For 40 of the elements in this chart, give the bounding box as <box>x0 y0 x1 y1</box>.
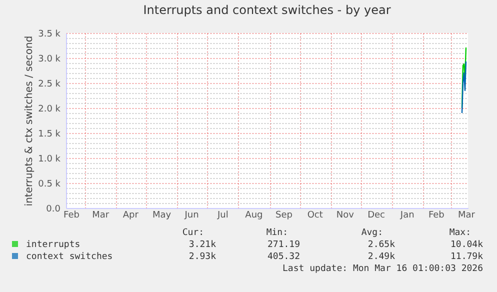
x-tick-label: May <box>152 210 172 220</box>
y-tick-label: 2.0 k <box>38 104 62 114</box>
text: 405.32 <box>267 252 300 262</box>
x-tick-label: Oct <box>307 210 324 220</box>
x-tick-label: Feb <box>64 210 80 220</box>
y-tick-label: 0.0 <box>46 204 61 214</box>
y-tick-label: 3.5 k <box>38 30 62 40</box>
text: Cur: <box>182 228 204 238</box>
text: 271.19 <box>267 240 300 250</box>
legend-label: context switches <box>26 252 113 262</box>
x-tick-label: Feb <box>428 210 445 220</box>
text: 10.04k <box>450 240 484 250</box>
x-tick-label: Jan <box>399 210 414 220</box>
y-tick-label: 0.5 k <box>38 180 62 190</box>
y-tick-label: 2.5 k <box>38 80 62 90</box>
text: 3.21k <box>188 240 217 250</box>
x-tick-label: Aug <box>245 210 263 220</box>
x-tick-label: Sep <box>276 210 293 220</box>
text: 2.65k <box>368 240 396 250</box>
x-tick-label: Dec <box>368 210 386 220</box>
legend-label: interrupts <box>26 240 80 250</box>
y-axis-title: interrupts & ctx switches / second <box>24 36 36 206</box>
text: 2.93k <box>188 252 217 262</box>
y-tick-label: 1.0 k <box>38 154 62 164</box>
text: Avg: <box>361 228 383 238</box>
y-tick-label: 1.5 k <box>38 130 62 140</box>
x-tick-label: Nov <box>336 210 355 220</box>
x-tick-label: Jun <box>184 210 199 220</box>
y-tick-label: 3.0 k <box>38 54 62 64</box>
x-tick-label: Apr <box>122 210 139 220</box>
chart-title: Interrupts and context switches - by year <box>143 3 391 17</box>
x-tick-label: Jul <box>216 210 228 220</box>
text: 2.49k <box>368 252 396 262</box>
x-tick-label: Mar <box>92 210 110 220</box>
text: Max: <box>449 228 471 238</box>
text: Min: <box>266 228 288 238</box>
x-tick-label: Mar <box>458 210 476 220</box>
text: Last update: Mon Mar 16 01:00:03 2026 <box>282 264 483 274</box>
line-series <box>461 60 467 114</box>
text: 11.79k <box>450 252 484 262</box>
